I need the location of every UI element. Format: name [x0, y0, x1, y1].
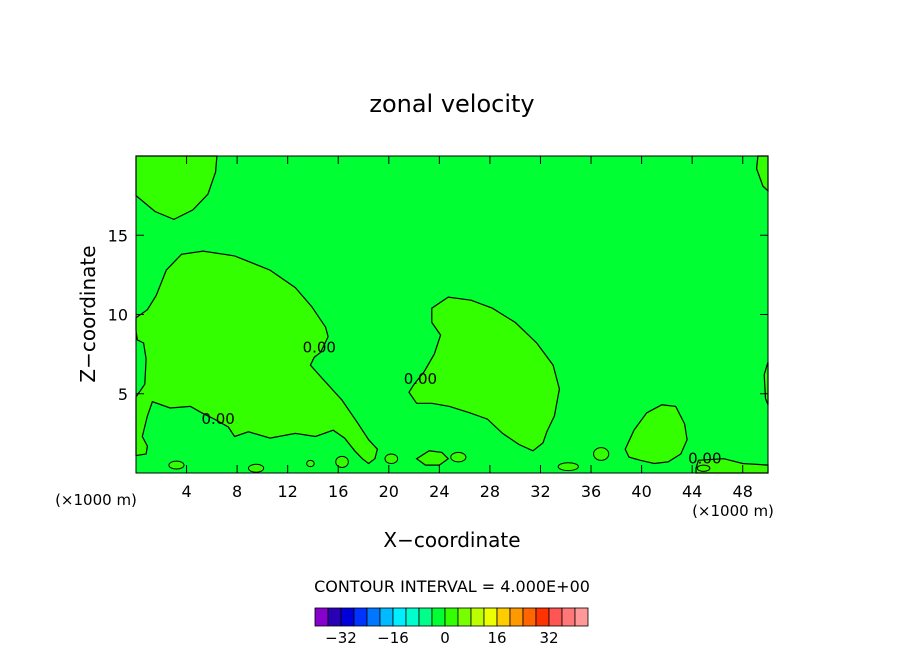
region-top-right — [756, 156, 768, 191]
colorbar-swatch — [379, 607, 394, 627]
x-tick-label: 20 — [379, 482, 399, 501]
contour-lines — [135, 155, 769, 474]
contour-line — [624, 404, 688, 465]
y-axis-label: Z−coordinate — [76, 245, 100, 382]
colorbar-tick-label: −16 — [377, 629, 409, 647]
small-contour-blob — [306, 459, 315, 468]
colorbar-tick-label: 0 — [440, 629, 450, 647]
colorbar-swatch — [496, 607, 511, 627]
region-bottom-right — [696, 458, 768, 473]
colorbar-swatch — [418, 607, 433, 627]
chart-title: zonal velocity — [369, 90, 534, 118]
contour-value-label: 0.00 — [688, 449, 721, 467]
contour-line — [135, 250, 379, 465]
contour-line — [408, 296, 561, 452]
colorbar-swatch — [509, 607, 524, 627]
contour-value-label: 0.00 — [404, 370, 437, 388]
x-units-right: (×1000 m) — [692, 502, 774, 520]
small-contour-blob — [168, 460, 185, 470]
colorbar-swatch — [353, 607, 368, 627]
colorbar-tick-label: 32 — [539, 629, 558, 647]
contour-interval-label: CONTOUR INTERVAL = 4.000E+00 — [314, 577, 590, 596]
colorbar-swatch — [366, 607, 381, 627]
region-left-lobe — [136, 251, 378, 464]
colorbar-swatch — [392, 607, 407, 627]
small-contour-blob — [593, 447, 610, 461]
colorbar-swatch — [457, 607, 472, 627]
colorbar-tick-label: 16 — [487, 629, 506, 647]
x-axis-ticks: 4 8 12 16 20 24 28 32 36 40 44 48 — [181, 156, 753, 501]
small-contour-blob — [384, 453, 399, 464]
y-tick-label: 5 — [118, 385, 128, 404]
colorbar-tick-label: −32 — [325, 629, 357, 647]
x-tick-label: 4 — [181, 482, 191, 501]
colorbar-tick-labels: −32 −16 0 16 32 — [325, 629, 558, 647]
colorbar-swatch — [574, 607, 589, 627]
plot-area: 0.00 0.00 0.00 0.00 — [135, 155, 769, 474]
x-tick-label: 44 — [682, 482, 702, 501]
small-contour-blob — [557, 462, 579, 472]
colorbar-swatch — [431, 607, 446, 627]
contour-label-layer: 0.00 0.00 0.00 0.00 — [201, 339, 721, 468]
region-right-lobe — [625, 404, 688, 464]
contour-line — [415, 450, 450, 466]
colorbar-swatch — [548, 607, 563, 627]
x-tick-label: 40 — [631, 482, 651, 501]
x-tick-label: 8 — [232, 482, 242, 501]
small-contour-blob — [696, 464, 711, 472]
x-tick-label: 32 — [530, 482, 550, 501]
x-tick-label: 24 — [429, 482, 449, 501]
colorbar-swatch — [327, 607, 342, 627]
x-tick-label: 16 — [328, 482, 348, 501]
colorbar-swatch — [535, 607, 550, 627]
x-units-left: (×1000 m) — [55, 491, 137, 509]
colorbar-swatch — [522, 607, 537, 627]
colorbar-swatch — [340, 607, 355, 627]
contour-value-label: 0.00 — [201, 410, 234, 428]
colorbar-swatch — [483, 607, 498, 627]
small-contour-blob — [335, 455, 349, 468]
contour-regions — [136, 156, 768, 473]
colorbar-swatch — [444, 607, 459, 627]
colorbar-swatch — [561, 607, 576, 627]
x-tick-label: 36 — [581, 482, 601, 501]
colorbar — [314, 607, 589, 627]
x-tick-label: 12 — [278, 482, 298, 501]
y-tick-label: 10 — [108, 306, 128, 325]
contour-value-label: 0.00 — [303, 339, 336, 357]
colorbar-swatch — [405, 607, 420, 627]
colorbar-swatch — [314, 607, 329, 627]
region-top-left — [136, 156, 217, 220]
y-axis-ticks: 5 10 15 — [108, 226, 768, 404]
colorbar-swatch — [470, 607, 485, 627]
contour-line — [135, 155, 218, 221]
region-center-lobe — [409, 297, 560, 451]
x-axis-label: X−coordinate — [383, 528, 520, 552]
small-contour-blob — [450, 451, 467, 463]
x-tick-label: 48 — [733, 482, 753, 501]
small-contour-blob — [247, 463, 265, 473]
y-tick-label: 15 — [108, 226, 128, 245]
x-tick-label: 28 — [480, 482, 500, 501]
